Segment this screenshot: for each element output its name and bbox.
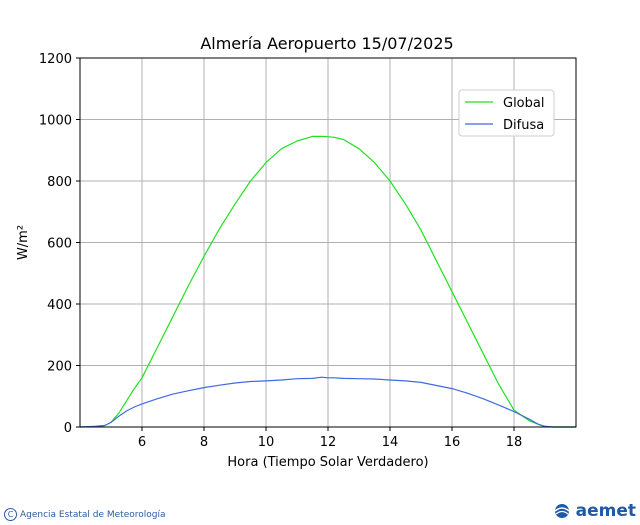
x-tick-label: 18	[506, 435, 523, 450]
y-tick-label: 200	[47, 360, 72, 375]
x-tick-label: 6	[138, 435, 146, 450]
x-tick-label: 16	[444, 435, 461, 450]
x-tick-label: 14	[382, 435, 399, 450]
x-axis-label: Hora (Tiempo Solar Verdadero)	[227, 455, 428, 470]
ticks-group: 6 8 10 12 14 16 18 0 200 400 600 800 1000 1200	[39, 52, 522, 450]
y-tick-label: 400	[47, 298, 72, 313]
y-tick-label: 1200	[39, 52, 72, 67]
y-tick-label: 600	[47, 237, 72, 252]
aemet-logo-icon	[554, 504, 570, 518]
legend: Global Difusa	[458, 89, 555, 137]
footer-agency: C Agencia Estatal de Meteorología	[4, 508, 166, 521]
y-tick-label: 0	[64, 421, 72, 436]
legend-label: Difusa	[503, 118, 544, 133]
agency-name: Agencia Estatal de Meteorología	[20, 509, 166, 520]
copyright-icon: C	[4, 508, 17, 521]
y-tick-label: 800	[47, 175, 72, 190]
footer-brand: aemet	[551, 501, 636, 521]
chart-title: Almería Aeropuerto 15/07/2025	[200, 34, 453, 53]
y-axis-label: W/m²	[16, 225, 31, 260]
x-tick-label: 12	[320, 435, 337, 450]
series-group	[79, 135, 576, 428]
y-tick-label: 1000	[39, 114, 72, 129]
x-tick-label: 8	[200, 435, 208, 450]
x-tick-label: 10	[258, 435, 275, 450]
brand-name: aemet	[575, 501, 636, 521]
series-line-difusa	[79, 376, 576, 428]
legend-label: Global	[503, 96, 544, 111]
